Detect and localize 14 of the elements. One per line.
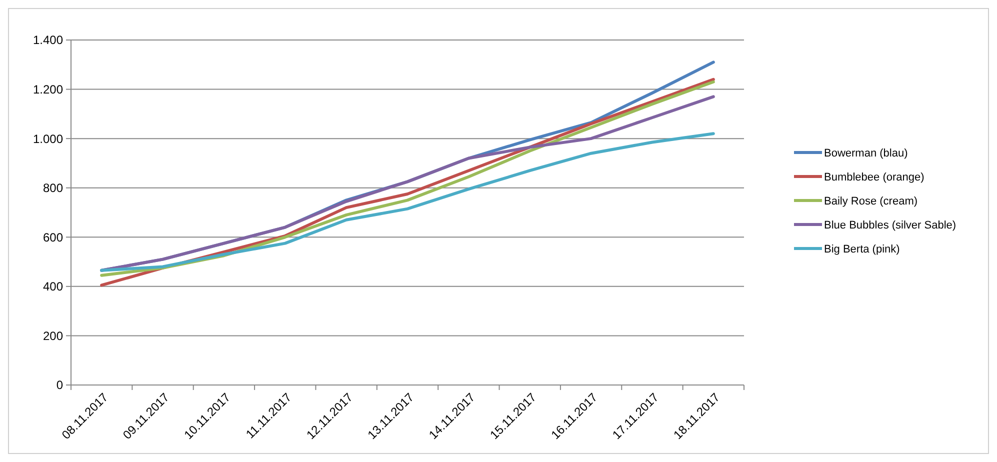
y-tick-label: 0 (56, 378, 64, 392)
y-tick-label: 200 (42, 328, 64, 343)
y-tick-label: 1.200 (32, 82, 64, 96)
line-series (100, 132, 715, 272)
y-tick-label: 1.000 (32, 132, 64, 146)
legend-label: Baily Rose (cream) (824, 195, 918, 208)
y-tick-label: 400 (42, 280, 64, 294)
legend-label: Big Berta (pink) (824, 243, 900, 256)
y-tick-label: 800 (42, 181, 64, 196)
legend-label: Bowerman (blau) (824, 147, 908, 160)
legend-label: Blue Bubbles (silver Sable) (824, 219, 956, 232)
y-tick-label: 600 (42, 230, 64, 244)
y-tick-label: 1.400 (32, 33, 64, 48)
legend-label: Bumblebee (orange) (824, 171, 924, 184)
